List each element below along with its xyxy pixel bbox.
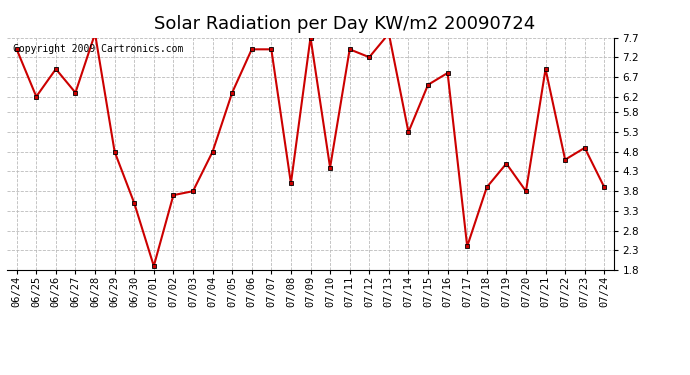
Text: Solar Radiation per Day KW/m2 20090724: Solar Radiation per Day KW/m2 20090724 [155,15,535,33]
Text: Copyright 2009 Cartronics.com: Copyright 2009 Cartronics.com [13,45,184,54]
